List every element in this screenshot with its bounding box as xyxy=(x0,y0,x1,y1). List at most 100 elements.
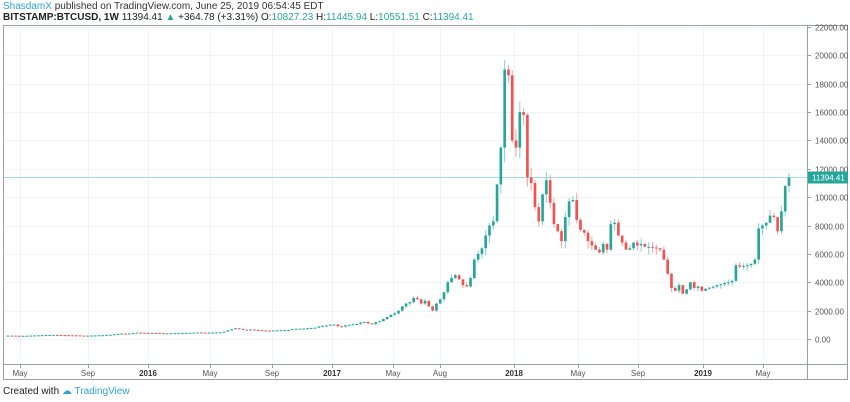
open-label: O: xyxy=(260,12,272,23)
symbol-info: BITSTAMP:BTCUSD, 1W 11394.41 ▲ +364.78 (… xyxy=(3,12,474,23)
candle xyxy=(469,278,472,287)
candle xyxy=(355,323,359,325)
candle xyxy=(18,335,21,337)
candle xyxy=(571,200,575,202)
candle xyxy=(518,112,522,148)
high-value: 11445.94 xyxy=(326,12,368,23)
candle xyxy=(416,297,419,300)
candle xyxy=(52,334,55,336)
candle xyxy=(681,285,685,294)
y-tick-label: 16000.00 xyxy=(815,109,849,118)
close-value: 11394.41 xyxy=(432,12,474,23)
candle xyxy=(55,334,59,336)
candle xyxy=(590,241,594,246)
candle xyxy=(245,329,249,331)
candle xyxy=(59,335,63,337)
candle xyxy=(393,313,397,315)
symbol-label: BITSTAMP:BTCUSD, 1W xyxy=(3,12,119,23)
candle xyxy=(495,184,499,222)
candle xyxy=(484,235,488,249)
candle xyxy=(780,211,783,232)
candle xyxy=(620,235,624,243)
candle xyxy=(582,229,586,233)
candle xyxy=(234,328,237,330)
candle xyxy=(112,334,116,336)
candle xyxy=(139,332,143,334)
candle xyxy=(579,219,582,230)
candle xyxy=(6,335,10,337)
candle xyxy=(457,275,461,280)
candle xyxy=(545,180,548,195)
candle xyxy=(742,265,745,267)
x-tick-label: 2017 xyxy=(323,369,341,378)
candle xyxy=(567,201,571,218)
candle xyxy=(472,259,476,279)
candle xyxy=(33,335,36,337)
candle xyxy=(294,328,298,330)
candle xyxy=(124,333,127,335)
candle xyxy=(93,335,97,337)
candle xyxy=(764,222,768,226)
candle xyxy=(499,147,503,185)
y-tick-label: 0.00 xyxy=(815,336,831,345)
author-link[interactable]: ShasdamX xyxy=(3,1,52,12)
footer: Created with ☁ TradingView xyxy=(3,386,130,397)
candle xyxy=(529,177,533,184)
candle xyxy=(218,332,222,334)
tradingview-link[interactable]: TradingView xyxy=(74,386,130,397)
y-tick-label: 14000.00 xyxy=(815,137,849,146)
candle xyxy=(184,332,188,334)
candle xyxy=(658,248,662,250)
candle xyxy=(328,324,332,326)
candle xyxy=(628,248,632,250)
candle xyxy=(624,242,628,250)
candle xyxy=(336,324,340,327)
candle xyxy=(711,286,715,288)
candle xyxy=(359,322,362,324)
candle xyxy=(67,335,70,337)
x-tick-label: May xyxy=(202,369,217,378)
publish-info: ShasdamX published on TradingView.com, J… xyxy=(3,1,324,12)
candle xyxy=(37,335,40,337)
candle xyxy=(207,332,211,334)
candle xyxy=(438,299,442,304)
candle xyxy=(146,332,150,334)
tradingview-cloud-icon: ☁ xyxy=(61,386,72,397)
candle xyxy=(556,224,560,232)
candle xyxy=(446,282,450,293)
candle xyxy=(241,328,245,330)
candle xyxy=(10,335,14,337)
candle xyxy=(491,221,495,226)
candle xyxy=(435,303,438,311)
candle xyxy=(727,282,730,284)
candle xyxy=(537,207,541,222)
candle xyxy=(783,185,787,212)
candle xyxy=(609,224,613,250)
candle xyxy=(135,332,139,334)
candle xyxy=(689,282,692,290)
candle xyxy=(313,327,317,329)
candle xyxy=(677,285,681,291)
candle xyxy=(761,225,764,229)
candle xyxy=(757,228,760,260)
candle xyxy=(344,325,347,327)
candle xyxy=(454,275,457,279)
candle xyxy=(382,319,385,322)
candle xyxy=(461,279,465,286)
y-tick-label: 12000.00 xyxy=(815,166,849,175)
price-change: +364.78 (+3.31%) xyxy=(178,12,259,23)
candle xyxy=(419,299,423,304)
candle xyxy=(340,326,343,328)
candle xyxy=(309,327,313,329)
candle xyxy=(412,297,415,303)
candle xyxy=(82,335,86,337)
candle xyxy=(389,314,393,318)
candles xyxy=(6,60,791,337)
y-tick-label: 6000.00 xyxy=(815,251,844,260)
candle xyxy=(730,280,734,283)
candle xyxy=(169,333,173,335)
candle xyxy=(321,325,325,327)
candle xyxy=(109,334,112,336)
x-tick-label: May xyxy=(12,369,27,378)
